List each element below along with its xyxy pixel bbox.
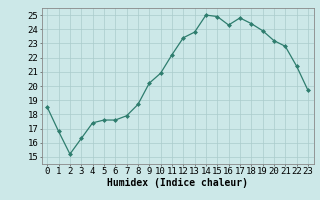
X-axis label: Humidex (Indice chaleur): Humidex (Indice chaleur) bbox=[107, 178, 248, 188]
